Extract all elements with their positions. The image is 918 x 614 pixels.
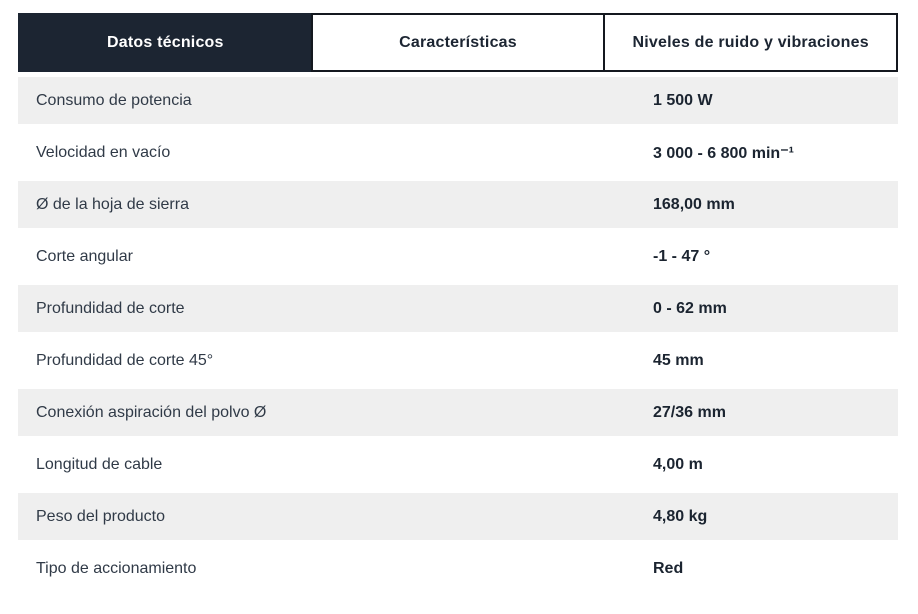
spec-label: Corte angular (36, 247, 133, 265)
spec-row: Tipo de accionamiento Red (18, 545, 898, 592)
spec-value: 4,00 m (653, 455, 703, 473)
spec-label: Consumo de potencia (36, 91, 192, 109)
spec-value: 3 000 - 6 800 min⁻¹ (653, 144, 794, 162)
spec-label: Longitud de cable (36, 455, 163, 473)
spec-value: 45 mm (653, 351, 704, 369)
spec-row: Profundidad de corte 45° 45 mm (18, 337, 898, 384)
spec-row: Velocidad en vacío 3 000 - 6 800 min⁻¹ (18, 129, 898, 176)
spec-value: 27/36 mm (653, 403, 726, 421)
spec-row: Consumo de potencia 1 500 W (18, 77, 898, 124)
spec-label: Profundidad de corte 45° (36, 351, 214, 369)
tab-caracteristicas[interactable]: Características (310, 13, 606, 72)
spec-value: -1 - 47 ° (653, 247, 711, 265)
spec-row: Longitud de cable 4,00 m (18, 441, 898, 488)
spec-value: 4,80 kg (653, 507, 708, 525)
spec-value: 1 500 W (653, 91, 713, 109)
spec-tab-bar: Datos técnicos Características Niveles d… (18, 13, 899, 72)
spec-value: 168,00 mm (653, 195, 735, 213)
spec-table: Consumo de potencia 1 500 W Velocidad en v… (18, 77, 898, 592)
technical-specs-panel: Datos técnicos Características Niveles d… (18, 13, 899, 597)
tab-datos-tecnicos[interactable]: Datos técnicos (18, 13, 313, 72)
spec-label: Ø de la hoja de sierra (36, 195, 189, 213)
spec-label: Conexión aspiración del polvo Ø (36, 403, 267, 421)
spec-row: Conexión aspiración del polvo Ø 27/36 mm (18, 389, 898, 436)
tab-niveles-ruido-vibraciones[interactable]: Niveles de ruido y vibraciones (603, 13, 899, 72)
spec-row: Corte angular -1 - 47 ° (18, 233, 898, 280)
spec-label: Profundidad de corte (36, 299, 185, 317)
spec-value: 0 - 62 mm (653, 299, 727, 317)
spec-label: Velocidad en vacío (36, 143, 171, 161)
spec-label: Tipo de accionamiento (36, 559, 197, 577)
spec-row: Peso del producto 4,80 kg (18, 493, 898, 540)
spec-label: Peso del producto (36, 507, 165, 525)
spec-value: Red (653, 559, 684, 577)
spec-row: Ø de la hoja de sierra 168,00 mm (18, 181, 898, 228)
spec-row: Profundidad de corte 0 - 62 mm (18, 285, 898, 332)
